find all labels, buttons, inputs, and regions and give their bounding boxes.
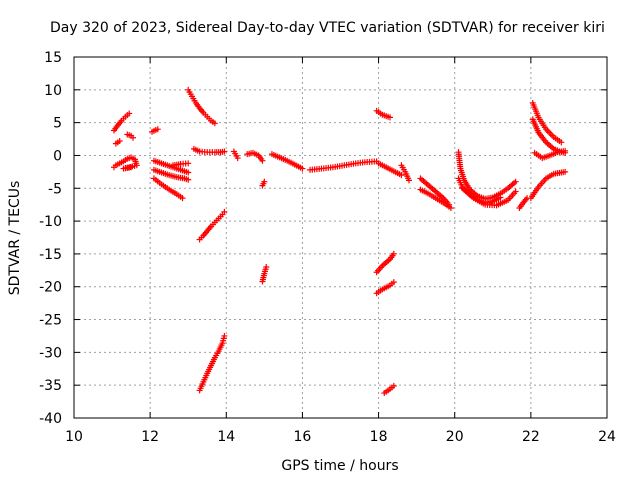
data-point xyxy=(386,114,393,121)
y-tick-label: -20 xyxy=(39,280,62,296)
series-arc-b4 xyxy=(150,175,186,202)
x-axis-label: GPS time / hours xyxy=(281,458,398,474)
data-point xyxy=(497,194,504,201)
y-tick-label: 5 xyxy=(53,116,62,132)
data-point xyxy=(185,160,192,167)
data-point xyxy=(154,126,161,133)
x-tick-label: 22 xyxy=(522,429,540,445)
data-point xyxy=(512,178,519,185)
series-arc-c1 xyxy=(185,86,218,127)
data-point xyxy=(390,250,397,257)
x-tick-label: 16 xyxy=(294,429,312,445)
data-point xyxy=(406,177,413,184)
data-point xyxy=(221,148,228,155)
x-tick-label: 12 xyxy=(141,429,159,445)
series-arc-a1 xyxy=(110,110,133,134)
data-points xyxy=(110,86,569,397)
data-point xyxy=(558,139,565,146)
data-point xyxy=(299,165,306,172)
series-arc-h2 xyxy=(417,186,454,211)
series-arc-a2 xyxy=(110,154,140,172)
data-point xyxy=(116,138,123,145)
series-arc-f2 xyxy=(373,107,393,121)
series-arc-c2 xyxy=(190,145,228,156)
series-arc-j4 xyxy=(531,147,569,162)
y-tick-label: -40 xyxy=(39,411,62,427)
axis-ticks: 10 12 14 16 18 20 22 24 15 10 5 0 -5 -10 -15 -20 -25 -30 -… xyxy=(39,50,616,445)
series-arc-g2 xyxy=(398,162,413,184)
y-tick-label: -5 xyxy=(48,181,62,197)
data-point xyxy=(221,332,228,339)
plot-frame xyxy=(73,56,608,419)
data-point xyxy=(234,155,241,162)
series-arc-d2 xyxy=(244,149,266,164)
x-tick-label: 18 xyxy=(370,429,388,445)
chart-title: Day 320 of 2023, Sidereal Day-to-day VTE… xyxy=(50,20,605,36)
data-point xyxy=(126,110,133,117)
series-arc-b1 xyxy=(149,126,161,135)
data-point xyxy=(390,382,397,389)
series-arc-f3 xyxy=(373,250,397,276)
series-arc-c4 xyxy=(196,332,228,394)
data-point xyxy=(562,147,569,154)
series-arc-i3 xyxy=(459,185,519,209)
y-tick-label: -15 xyxy=(39,247,62,263)
y-tick-label: 15 xyxy=(44,50,62,66)
y-tick-label: -10 xyxy=(39,214,62,230)
chart-grid xyxy=(74,57,607,418)
series-arc-c3 xyxy=(196,208,228,243)
data-point xyxy=(562,168,569,175)
y-tick-label: -30 xyxy=(39,345,62,361)
data-point xyxy=(211,120,218,127)
series-arc-a4 xyxy=(124,131,137,141)
x-tick-label: 20 xyxy=(446,429,464,445)
y-tick-label: 0 xyxy=(53,148,62,164)
series-arc-j2 xyxy=(529,99,565,146)
series-arc-a3 xyxy=(112,138,123,147)
data-point xyxy=(398,172,405,179)
data-point xyxy=(261,178,268,185)
y-tick-label: 10 xyxy=(44,83,62,99)
series-arc-d4 xyxy=(259,264,270,285)
series-arc-j1 xyxy=(516,195,531,211)
data-point xyxy=(185,169,192,176)
x-tick-label: 14 xyxy=(217,429,235,445)
x-tick-label: 24 xyxy=(598,429,616,445)
series-arc-h1 xyxy=(417,175,453,208)
series-arc-f5 xyxy=(381,382,397,397)
series-arc-d3 xyxy=(259,178,268,189)
data-point xyxy=(259,157,266,164)
data-point xyxy=(221,208,228,215)
series-arc-f4 xyxy=(373,279,397,297)
data-point xyxy=(263,264,270,271)
y-tick-label: -25 xyxy=(39,313,62,329)
y-tick-label: -35 xyxy=(39,378,62,394)
x-tick-label: 10 xyxy=(65,429,83,445)
series-arc-j3 xyxy=(529,116,569,156)
y-axis-label: SDTVAR / TECUs xyxy=(7,181,23,296)
series-arc-g1 xyxy=(375,160,405,179)
data-point xyxy=(179,195,186,202)
series-arc-b3 xyxy=(150,166,192,183)
series-arc-i1 xyxy=(455,149,519,202)
data-point xyxy=(447,204,454,211)
series-arc-e1 xyxy=(268,151,306,172)
series-arc-j5 xyxy=(527,168,569,202)
data-point xyxy=(185,176,192,183)
series-arc-b5 xyxy=(169,160,192,169)
data-point xyxy=(512,188,519,195)
data-point xyxy=(128,164,135,171)
series-arc-b2 xyxy=(150,157,192,176)
data-point xyxy=(390,279,397,286)
series-arc-f1 xyxy=(307,158,380,173)
data-point xyxy=(130,134,137,141)
series-arc-d1 xyxy=(230,148,241,162)
